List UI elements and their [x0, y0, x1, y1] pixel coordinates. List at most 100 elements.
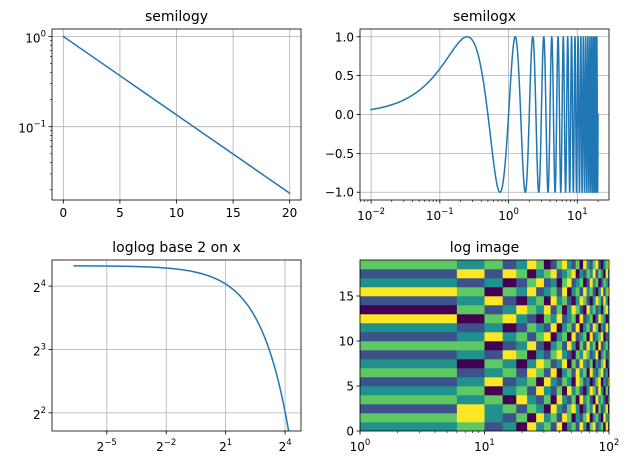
heatmap-cell — [592, 305, 596, 315]
heatmap-cell — [536, 377, 545, 387]
heatmap-cell — [579, 260, 584, 270]
heatmap-cell — [360, 332, 458, 342]
heatmap-cell — [579, 314, 584, 324]
minor-ticks — [397, 431, 604, 433]
heatmap-cell — [605, 305, 609, 315]
heatmap-cell — [567, 332, 572, 342]
chart-title: loglog base 2 on x — [112, 240, 241, 256]
heatmap-cell — [484, 278, 503, 288]
heatmap-cell — [502, 332, 517, 342]
heatmap-cell — [527, 332, 537, 342]
heatmap-cell — [543, 350, 551, 360]
heatmap-cell — [543, 314, 551, 324]
heatmap-cell — [575, 368, 580, 378]
heatmap-cell — [575, 332, 580, 342]
tick-label-y-base: 10 — [18, 122, 33, 136]
heatmap-cell — [516, 332, 528, 342]
heatmap-cell — [360, 269, 458, 279]
heatmap-cell — [595, 287, 599, 297]
heatmap-cell — [556, 395, 563, 405]
heatmap-cell — [536, 341, 545, 351]
heatmap-cell — [556, 404, 563, 414]
heatmap-cell — [575, 305, 580, 315]
heatmap-cell — [598, 413, 602, 423]
heatmap-cell — [360, 296, 458, 306]
heatmap-cell — [502, 287, 517, 297]
heatmap-cell — [456, 287, 485, 297]
heatmap-cell — [516, 296, 528, 306]
heatmap-cell — [589, 323, 594, 333]
heatmap-cell — [598, 332, 602, 342]
heatmap-cell — [516, 359, 528, 369]
heatmap-cell — [502, 386, 517, 396]
heatmap-cell — [516, 404, 528, 414]
heatmap-cell — [592, 341, 596, 351]
heatmap-cell — [589, 314, 594, 324]
heatmap-cell — [536, 413, 545, 423]
tick-label-x-base: 2 — [97, 440, 105, 454]
heatmap-cell — [567, 269, 572, 279]
heatmap-cell — [579, 287, 584, 297]
heatmap-cell — [605, 332, 609, 342]
tick-label-x: 15 — [225, 206, 240, 220]
heatmap-cell — [605, 323, 609, 333]
heatmap-cell — [595, 386, 599, 396]
heatmap-cell — [484, 359, 503, 369]
heatmap-cell — [579, 359, 584, 369]
tick-label-y: 5 — [346, 380, 354, 394]
tick-label-x: 10−1 — [426, 207, 454, 223]
heatmap-cell — [605, 359, 609, 369]
heatmap-cell — [600, 269, 604, 279]
heatmap-cell — [583, 413, 587, 423]
heatmap-cell — [556, 305, 563, 315]
heatmap-cell — [536, 368, 545, 378]
heatmap-cell — [502, 413, 517, 423]
heatmap-cell — [360, 278, 458, 288]
heatmap-cell — [536, 359, 545, 369]
heatmap-cell — [556, 386, 563, 396]
heatmap-cell — [579, 296, 584, 306]
tick-label-y: 10 — [339, 335, 354, 349]
heatmap-cell — [543, 377, 551, 387]
heatmap-cell — [595, 332, 599, 342]
heatmap-cell — [600, 386, 604, 396]
heatmap-cell — [600, 332, 604, 342]
heatmap-cell — [567, 359, 572, 369]
tick-label-x: 100 — [350, 438, 371, 454]
heatmap-cell — [571, 332, 576, 342]
heatmap-cell — [592, 287, 596, 297]
heatmap-cell — [586, 341, 591, 351]
heatmap-cell — [527, 386, 537, 396]
chart-title: log image — [450, 240, 519, 256]
heatmap-cell — [605, 368, 609, 378]
heatmap-cell — [516, 278, 528, 288]
heatmap-cell — [543, 296, 551, 306]
heatmap-cell — [583, 395, 587, 405]
heatmap-cell — [543, 404, 551, 414]
heatmap-cell — [536, 314, 545, 324]
heatmap-cell — [567, 287, 572, 297]
heatmap-cell — [516, 323, 528, 333]
heatmap-cell — [603, 413, 606, 423]
heatmap-cell — [484, 314, 503, 324]
heatmap-cell — [600, 287, 604, 297]
tick-label-x-exp: 4 — [286, 438, 291, 448]
heatmap-cell — [583, 314, 587, 324]
heatmap-cell — [575, 413, 580, 423]
heatmap-cell — [556, 260, 563, 270]
heatmap-cell — [502, 377, 517, 387]
heatmap-cell — [589, 269, 594, 279]
heatmap-cell — [456, 305, 485, 315]
heatmap-cell — [571, 413, 576, 423]
heatmap-cell — [360, 323, 458, 333]
heatmap-cell — [550, 332, 557, 342]
heatmap-cell — [603, 395, 606, 405]
heatmap-cell — [598, 269, 602, 279]
heatmap-cell — [571, 296, 576, 306]
heatmap-cell — [607, 323, 609, 333]
tick-label-y: 10−1 — [18, 120, 46, 136]
heatmap-cell — [502, 341, 517, 351]
heatmap-cell — [583, 422, 587, 431]
heatmap-cell — [550, 260, 557, 270]
